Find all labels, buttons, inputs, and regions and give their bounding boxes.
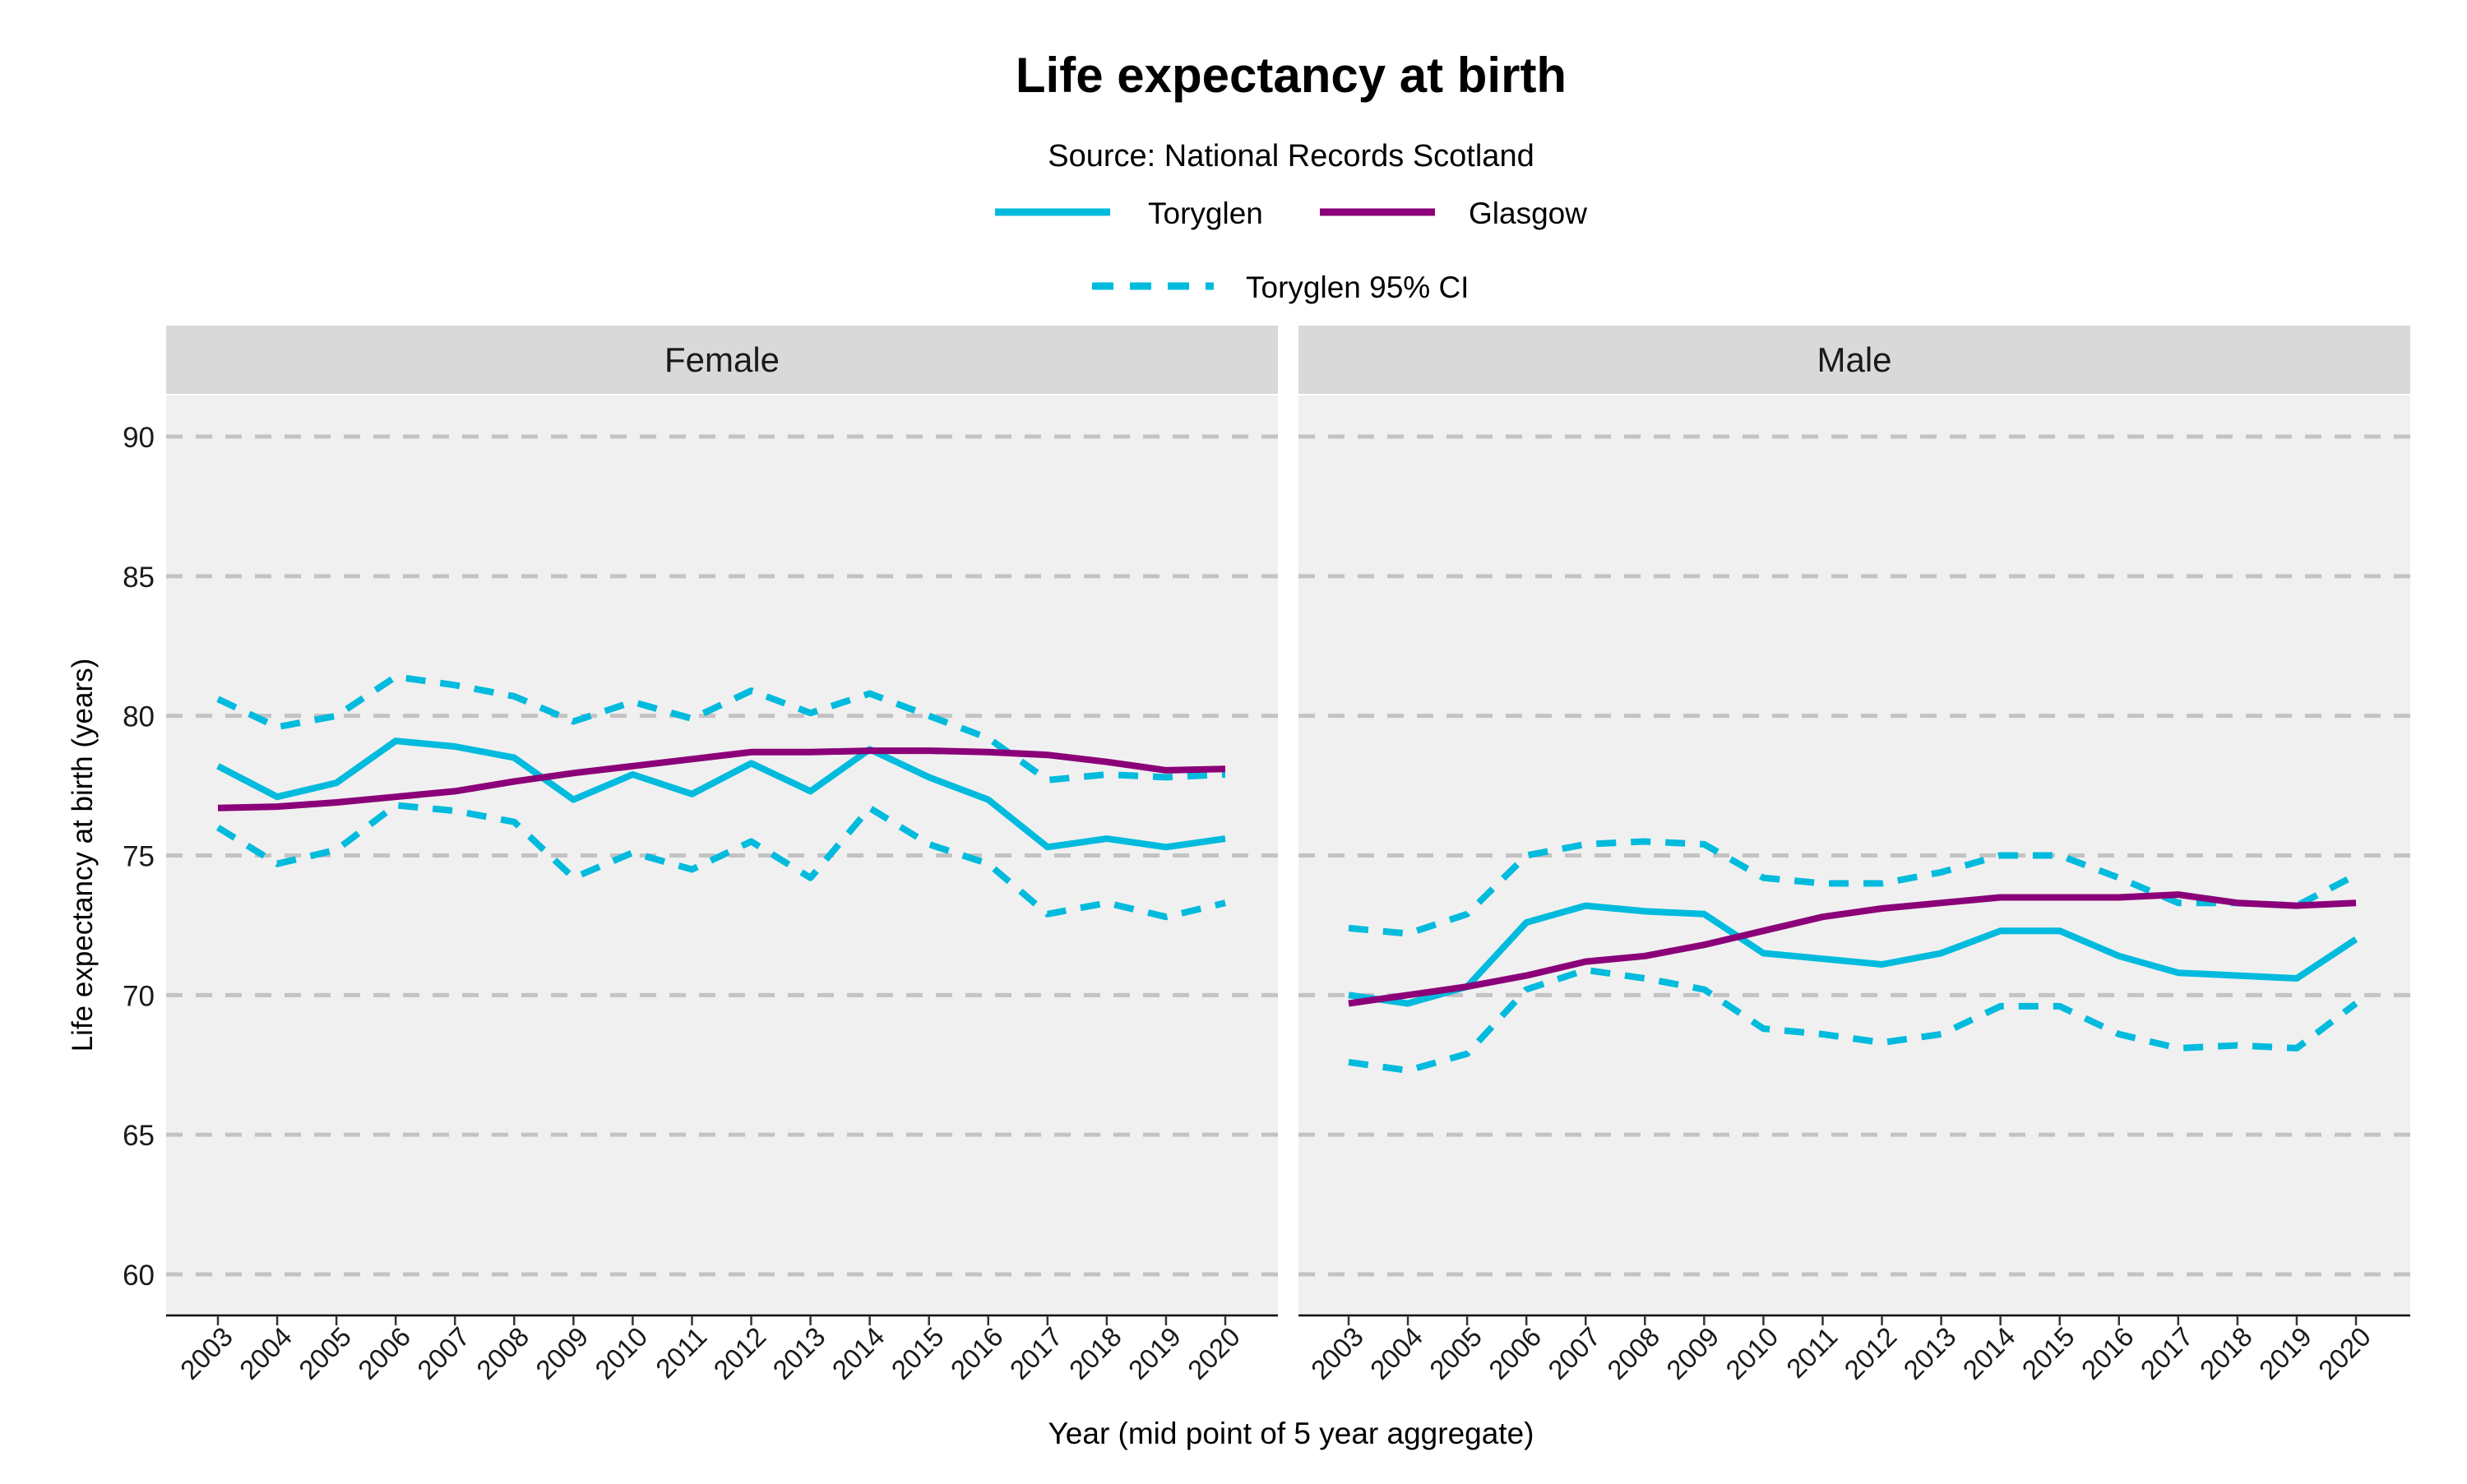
x-tick-label: 2015 [886,1321,950,1385]
x-tick-label: 2008 [1601,1321,1665,1385]
series-line-toryglen [216,737,1226,851]
plot-area-male [1298,395,2410,1315]
series-line-toryglen [1348,902,2358,1007]
x-tick-label: 2019 [1122,1321,1187,1385]
series-line-glasgow [1348,891,2357,1007]
y-tick-label: 80 [123,701,155,733]
y-tick-label: 70 [123,980,155,1012]
x-tick-label: 2005 [293,1321,357,1385]
x-tick-label: 2014 [826,1321,891,1385]
legend-label-glasgow: Glasgow [1469,196,1587,230]
strip-label-female: Female [664,340,780,379]
x-tick-label: 2020 [2312,1321,2377,1385]
series-line-toryglen-95-ci-upper [216,673,1226,784]
x-tick-label: 2009 [530,1321,594,1385]
x-tick-label: 2018 [1063,1321,1127,1385]
x-tick-label: 2011 [1780,1321,1843,1384]
series-line-glasgow [217,747,1226,811]
panel-female: Female 200320042005200620072008200920102… [166,326,1278,1385]
x-tick-label: 2004 [1364,1321,1428,1385]
x-tick-label: 2009 [1660,1321,1724,1385]
x-tick-label: 2012 [707,1321,771,1385]
x-tick-label: 2010 [589,1321,653,1385]
x-tick-label: 2015 [2016,1321,2081,1385]
strip-label-male: Male [1817,340,1891,379]
legend: Toryglen Glasgow Toryglen 95% CI [995,196,1587,304]
y-tick-label: 85 [123,562,155,594]
x-tick-label: 2012 [1838,1321,1902,1385]
x-tick-label: 2017 [1004,1321,1068,1385]
x-tick-label: 2019 [2253,1321,2317,1385]
x-tick-label: 2018 [2194,1321,2258,1385]
y-tick-label: 90 [123,422,155,454]
series-line-toryglen-95-ci-lower [1348,966,2358,1074]
panel-male: Male 20032004200520062007200820092010201… [1298,326,2410,1385]
x-tick-label: 2007 [1542,1321,1606,1385]
series-line-toryglen-95-ci-lower [215,802,1226,921]
legend-label-toryglen: Toryglen [1148,196,1263,230]
x-tick-label: 2020 [1182,1321,1246,1385]
x-tick-label: 2010 [1719,1321,1784,1385]
x-tick-label: 2016 [945,1321,1009,1385]
x-tick-label: 2017 [2135,1321,2199,1385]
x-tick-label: 2008 [470,1321,535,1385]
chart-title: Life expectancy at birth [1016,48,1567,103]
series-line-toryglen-95-ci-upper [1348,838,2358,937]
y-tick-label: 75 [123,841,155,873]
x-tick-label: 2006 [352,1321,416,1385]
x-tick-label: 2013 [766,1321,831,1385]
x-tick-label: 2004 [234,1321,298,1385]
x-tick-label: 2003 [1305,1321,1369,1385]
chart-subtitle: Source: National Records Scotland [1048,139,1534,173]
x-tick-label: 2013 [1897,1321,1961,1385]
x-tick-label: 2014 [1957,1321,2021,1385]
x-tick-label: 2003 [174,1321,238,1385]
y-tick-label: 60 [123,1260,155,1292]
y-axis-label: Life expectancy at birth (years) [67,659,99,1052]
x-axis-label: Year (mid point of 5 year aggregate) [1048,1417,1534,1450]
legend-label-ci: Toryglen 95% CI [1246,270,1469,304]
y-tick-label: 65 [123,1120,155,1152]
x-tick-label: 2007 [411,1321,475,1385]
x-tick-label: 2006 [1483,1321,1547,1385]
strip-female [166,326,1278,394]
x-tick-label: 2011 [650,1321,712,1384]
x-tick-label: 2016 [2076,1321,2140,1385]
x-tick-label: 2005 [1423,1321,1488,1385]
strip-male [1298,326,2410,394]
